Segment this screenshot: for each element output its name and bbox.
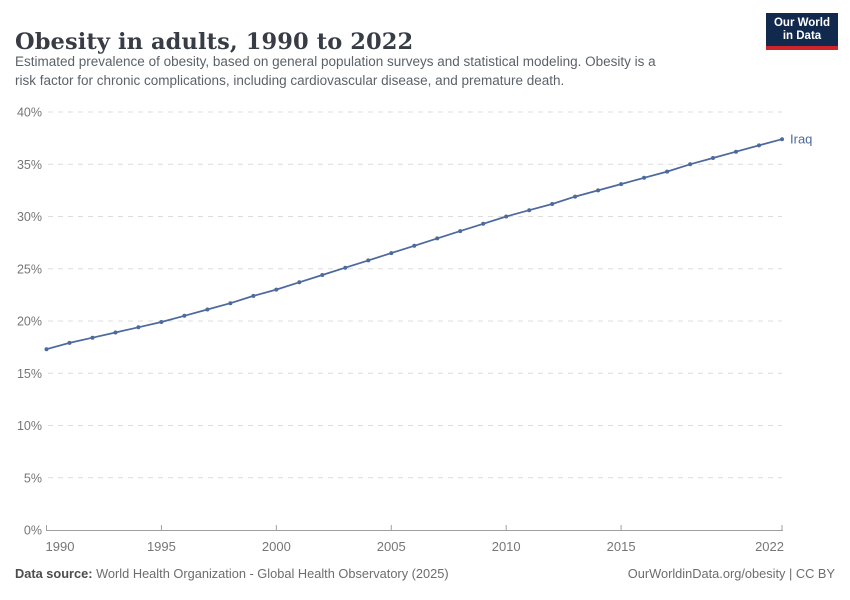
owid-logo-box: Our World in Data (766, 13, 838, 46)
x-tick-label: 2000 (262, 539, 291, 554)
series-end-label[interactable]: Iraq (790, 132, 812, 147)
data-point[interactable] (320, 273, 325, 277)
x-tick-label: 2022 (755, 539, 784, 554)
subtitle-line-2: risk factor for chronic complications, i… (15, 73, 565, 88)
data-point[interactable] (389, 251, 394, 256)
x-tick-label: 2010 (492, 539, 521, 554)
data-point[interactable] (711, 156, 715, 160)
data-point[interactable] (458, 229, 463, 234)
data-point[interactable] (757, 143, 761, 148)
subtitle-line-1: Estimated prevalence of obesity, based o… (15, 54, 656, 69)
data-point[interactable] (573, 194, 578, 199)
data-source: Data source: World Health Organization -… (15, 566, 449, 581)
data-point[interactable] (297, 280, 302, 285)
owid-logo[interactable]: Our World in Data (766, 13, 838, 50)
data-point[interactable] (780, 137, 784, 142)
y-tick-label: 25% (17, 262, 42, 276)
x-tick-label: 1990 (46, 539, 75, 554)
data-source-text: World Health Organization - Global Healt… (92, 566, 449, 581)
y-tick-label: 10% (17, 419, 42, 433)
data-point[interactable] (527, 208, 532, 213)
data-point[interactable] (435, 236, 440, 241)
data-point[interactable] (228, 301, 233, 306)
data-point[interactable] (734, 149, 738, 154)
data-point[interactable] (665, 169, 670, 174)
data-point[interactable] (596, 188, 601, 193)
y-tick-label: 30% (17, 210, 42, 224)
owid-credit-link[interactable]: OurWorldinData.org/obesity | CC BY (627, 566, 835, 581)
data-source-label: Data source: (15, 566, 93, 581)
data-point[interactable] (182, 313, 187, 318)
y-tick-label: 20% (17, 315, 42, 329)
data-point[interactable] (44, 347, 49, 352)
y-tick-label: 15% (17, 367, 42, 381)
y-tick-label: 5% (24, 471, 42, 485)
page-title: Obesity in adults, 1990 to 2022 (15, 29, 414, 56)
data-point[interactable] (412, 243, 417, 248)
data-point[interactable] (159, 320, 164, 324)
data-point[interactable] (67, 340, 72, 345)
chart-footer: Data source: World Health Organization -… (15, 566, 835, 581)
data-point[interactable] (688, 162, 693, 167)
data-point[interactable] (619, 182, 624, 187)
x-tick-label: 2015 (607, 539, 636, 554)
data-point[interactable] (251, 293, 256, 298)
y-tick-label: 40% (17, 106, 42, 120)
data-point[interactable] (550, 202, 555, 206)
y-tick-label: 0% (24, 524, 42, 538)
chart-subtitle: Estimated prevalence of obesity, based o… (15, 52, 755, 90)
owid-logo-red-strip (766, 46, 838, 50)
data-point[interactable] (366, 258, 371, 263)
y-tick-label: 35% (17, 158, 42, 172)
data-point[interactable] (205, 307, 210, 312)
data-point[interactable] (90, 335, 95, 340)
data-point[interactable] (274, 287, 279, 292)
x-tick-label: 1995 (147, 539, 176, 554)
owid-logo-line-1: Our World (773, 16, 830, 29)
data-point[interactable] (343, 265, 348, 270)
data-point[interactable] (136, 325, 141, 330)
data-point[interactable] (642, 175, 647, 180)
data-point[interactable] (481, 221, 486, 226)
data-point[interactable] (113, 330, 118, 335)
owid-logo-line-2: in Data (782, 29, 822, 42)
x-tick-label: 2005 (377, 539, 406, 554)
data-point[interactable] (504, 214, 509, 219)
